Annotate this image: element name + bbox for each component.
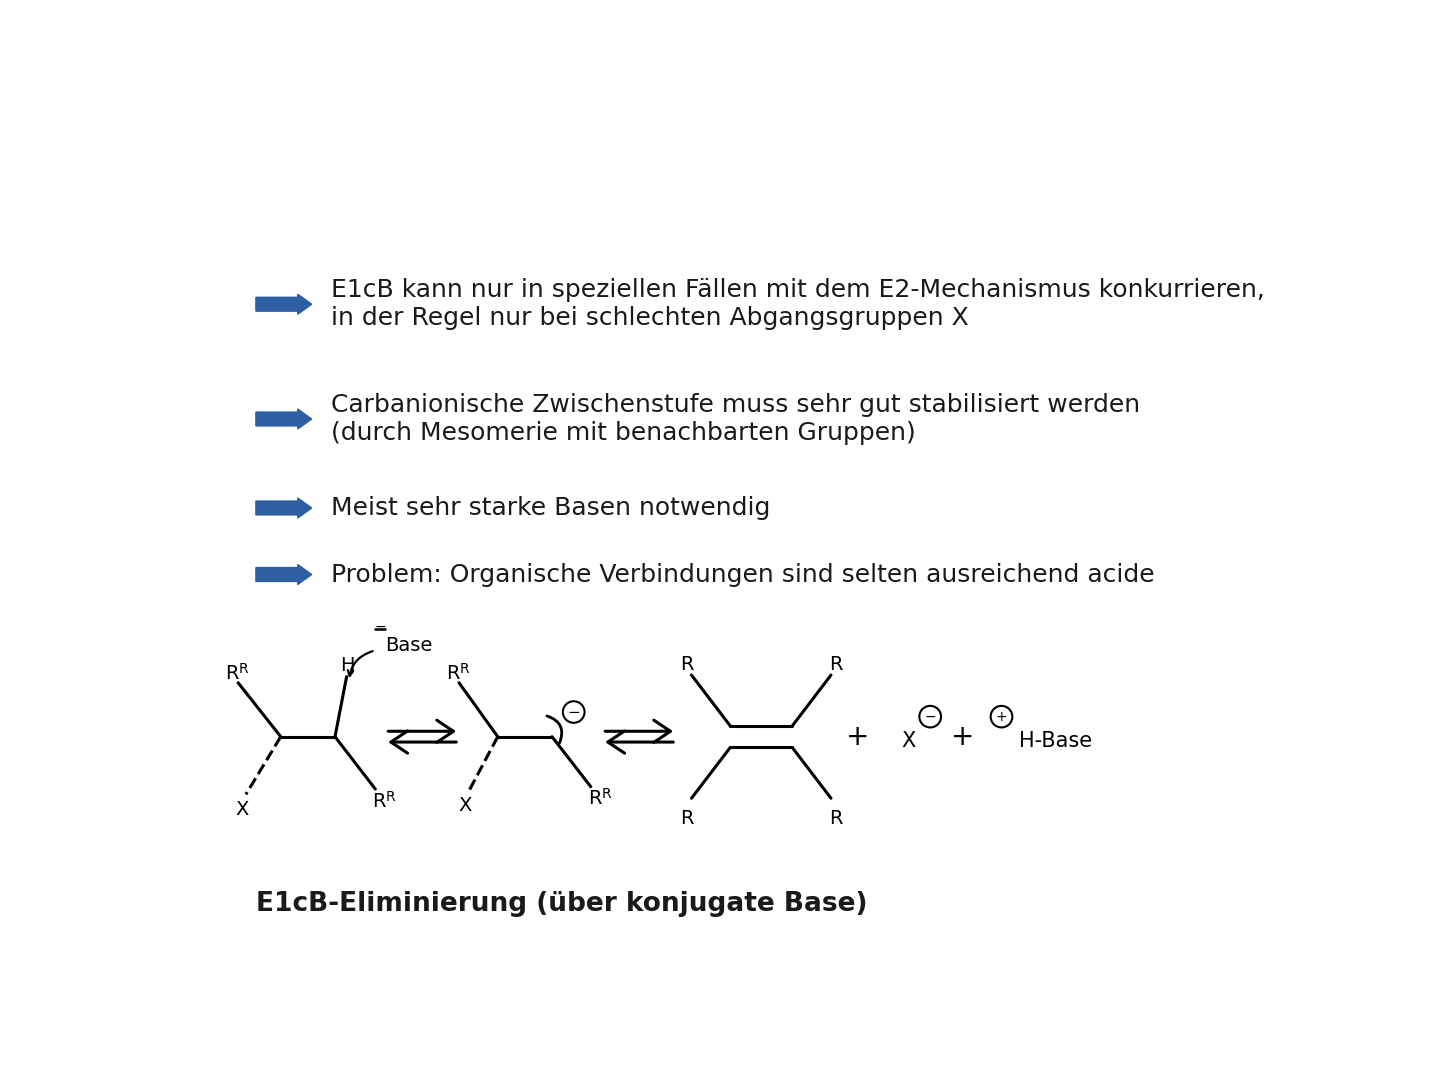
FancyArrow shape: [256, 409, 311, 429]
Text: Meist sehr starke Basen notwendig: Meist sehr starke Basen notwendig: [331, 496, 770, 519]
Text: H-Base: H-Base: [1018, 730, 1092, 751]
FancyArrow shape: [256, 565, 311, 584]
Text: +: +: [950, 723, 975, 751]
Text: X: X: [458, 796, 472, 815]
Text: R: R: [680, 654, 694, 674]
FancyArrow shape: [256, 498, 311, 518]
Text: −: −: [567, 704, 580, 719]
Text: R: R: [446, 664, 459, 683]
Text: R: R: [459, 662, 469, 676]
Text: +: +: [847, 723, 870, 751]
Text: X: X: [901, 730, 916, 751]
Text: E1cB kann nur in speziellen Fällen mit dem E2-Mechanismus konkurrieren,
in der R: E1cB kann nur in speziellen Fällen mit d…: [331, 279, 1264, 330]
Text: R: R: [588, 788, 602, 808]
Text: R: R: [386, 789, 396, 804]
Text: X: X: [235, 799, 249, 819]
Text: Problem: Organische Verbindungen sind selten ausreichend acide: Problem: Organische Verbindungen sind se…: [331, 563, 1155, 586]
Text: R: R: [225, 664, 239, 683]
FancyArrow shape: [256, 294, 311, 314]
Text: R: R: [602, 786, 611, 800]
Text: R: R: [680, 809, 694, 828]
Text: +: +: [995, 710, 1008, 724]
Text: H: H: [340, 657, 354, 675]
Text: −: −: [374, 620, 386, 634]
Text: R: R: [373, 792, 386, 811]
Text: Base: Base: [386, 636, 433, 656]
Text: −: −: [924, 710, 936, 724]
Text: Carbanionische Zwischenstufe muss sehr gut stabilisiert werden
(durch Mesomerie : Carbanionische Zwischenstufe muss sehr g…: [331, 393, 1140, 445]
Text: R: R: [829, 809, 842, 828]
Text: R: R: [829, 654, 842, 674]
Text: E1cB-Eliminierung (über konjugate Base): E1cB-Eliminierung (über konjugate Base): [256, 891, 867, 917]
Text: R: R: [239, 662, 248, 676]
